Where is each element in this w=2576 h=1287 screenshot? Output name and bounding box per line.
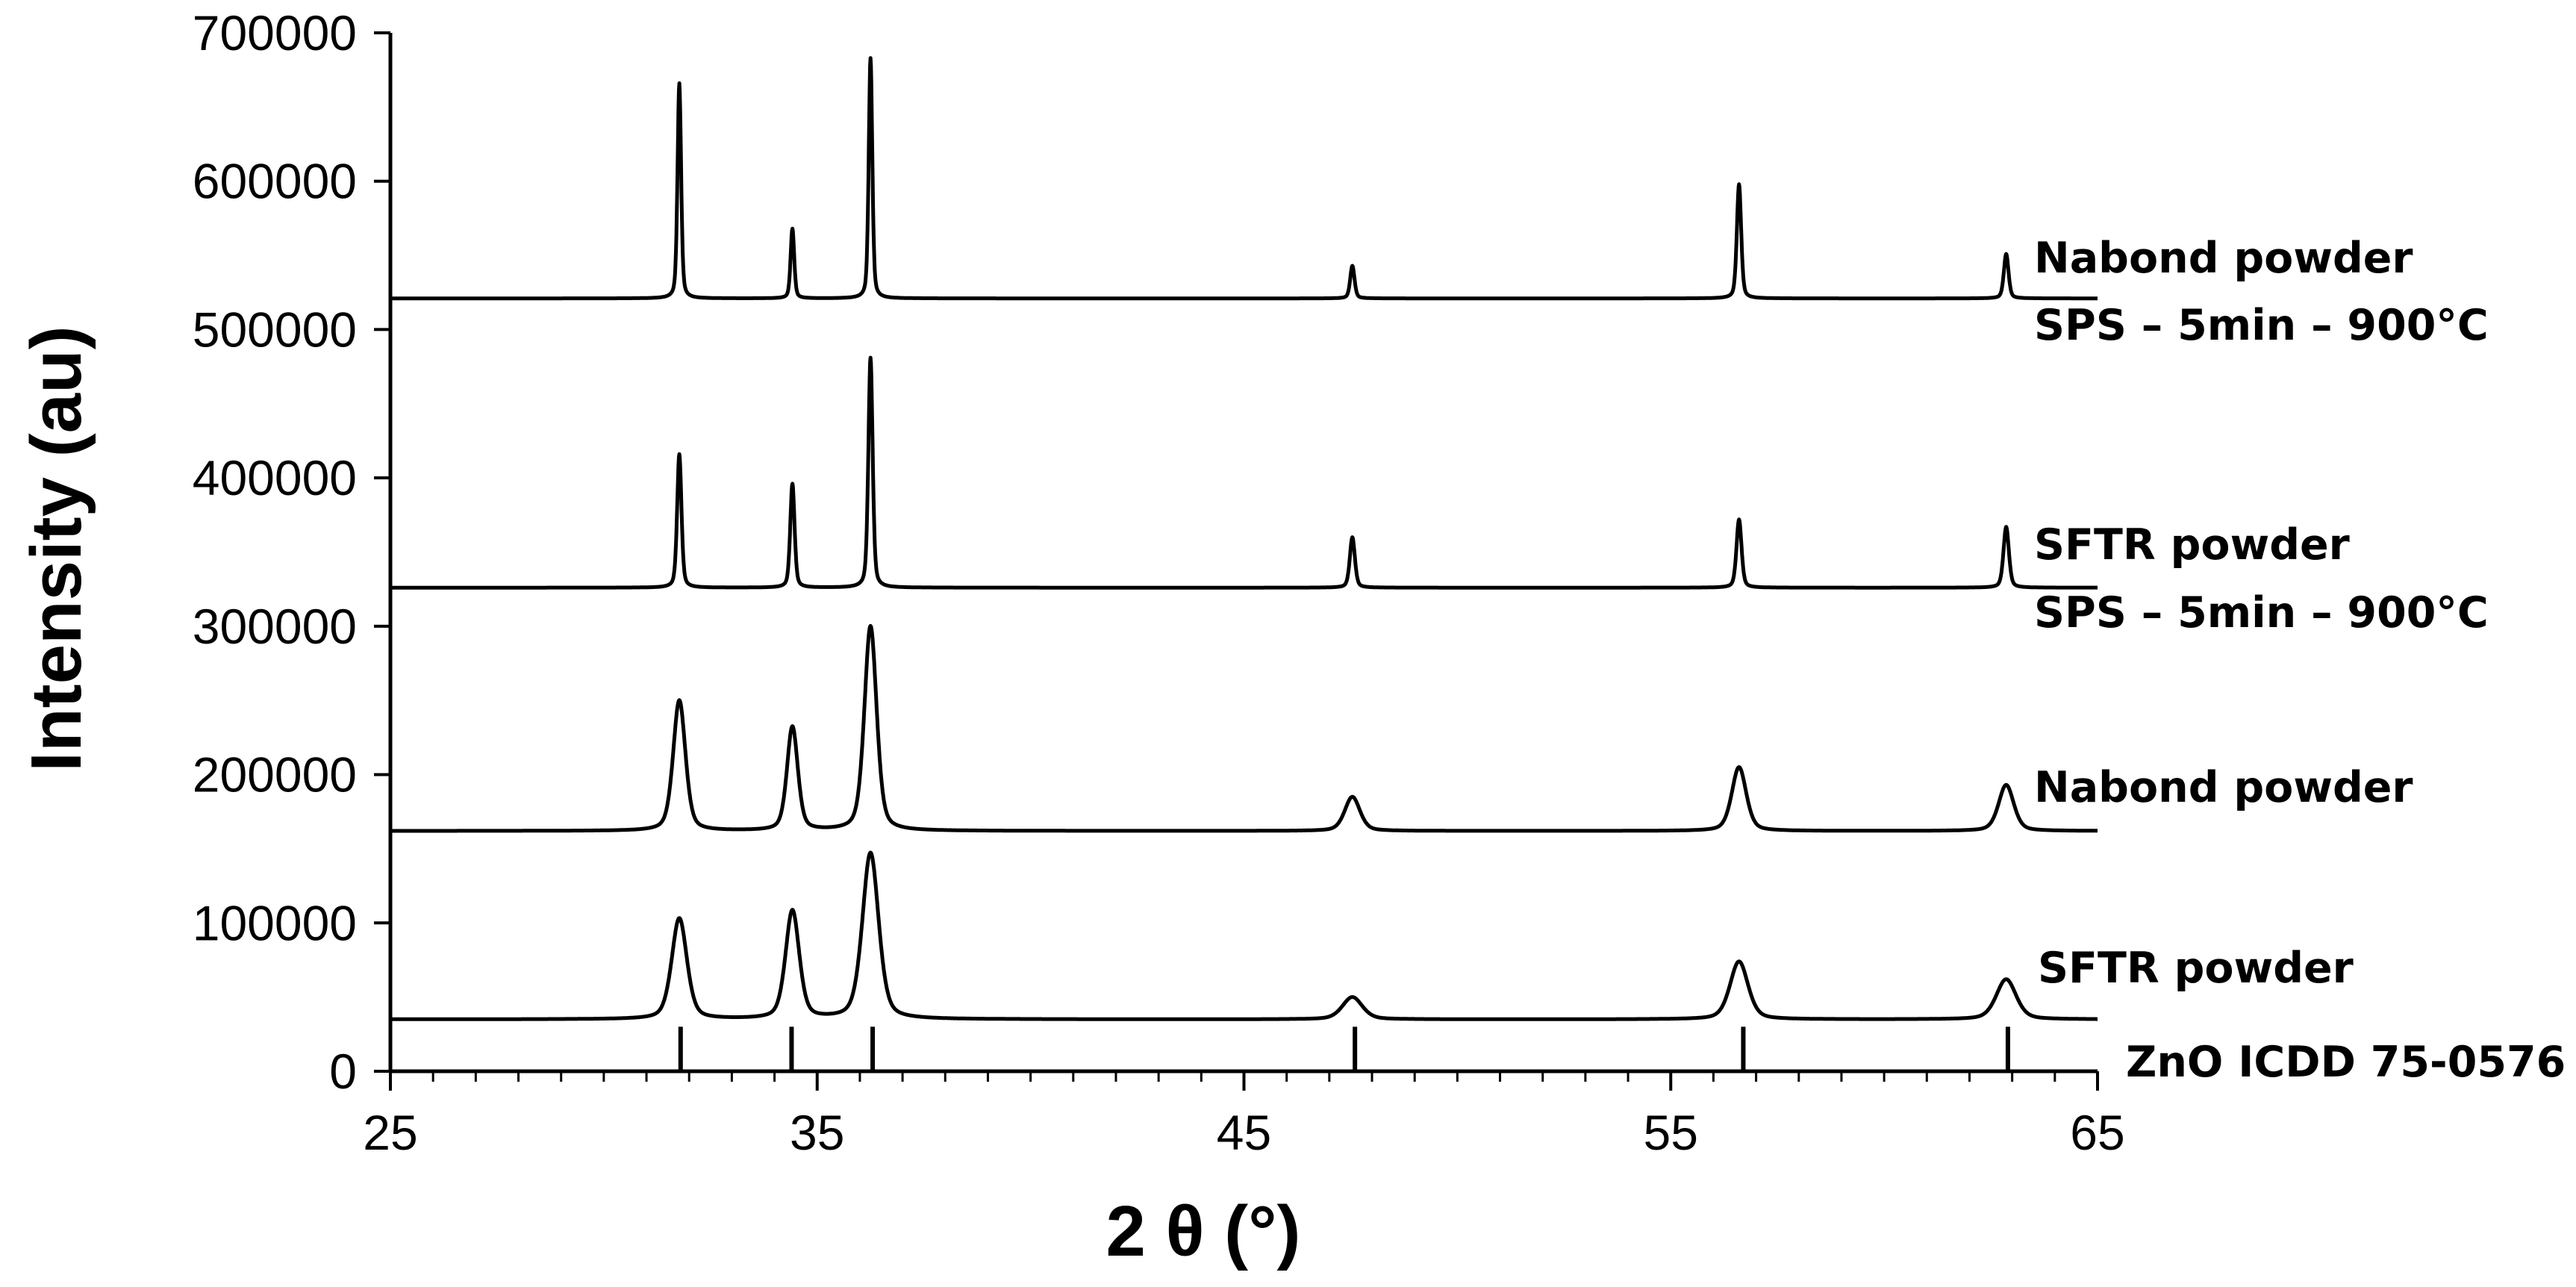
y-tick-label: 400000 bbox=[193, 450, 357, 505]
label-sftr-powder: SFTR powder bbox=[2038, 944, 2354, 993]
x-tick-label: 65 bbox=[2070, 1105, 2124, 1160]
y-tick-label: 100000 bbox=[193, 895, 357, 950]
y-tick-label: 0 bbox=[329, 1044, 357, 1099]
x-tick-label: 45 bbox=[1217, 1105, 1271, 1160]
y-tick-label: 300000 bbox=[193, 599, 357, 654]
label-nabond-sps-line2: SPS – 5min – 900°C bbox=[2034, 301, 2489, 350]
label-nabond-powder: Nabond powder bbox=[2034, 763, 2413, 812]
label-sftr-sps-line1: SFTR powder bbox=[2034, 520, 2350, 570]
xrd-series-line-2 bbox=[389, 623, 2099, 833]
label-reference: ZnO ICDD 75-0576 bbox=[2126, 1038, 2566, 1087]
reference-ticks bbox=[678, 1026, 2010, 1071]
y-tick-label: 500000 bbox=[193, 302, 357, 357]
y-tick-label: 600000 bbox=[193, 154, 357, 209]
y-tick-label: 200000 bbox=[193, 747, 357, 803]
series-lines bbox=[389, 56, 2099, 1021]
x-tick-label: 25 bbox=[363, 1105, 417, 1160]
xrd-series-line-3 bbox=[389, 355, 2099, 590]
label-nabond-sps-line1: Nabond powder bbox=[2034, 234, 2413, 283]
axes: 0 100000 200000 300000 400000 500000 600000 700… bbox=[193, 5, 2125, 1160]
xrd-series-line-1 bbox=[389, 850, 2099, 1021]
x-axis-title: 2 θ (°) bbox=[1106, 1191, 1301, 1271]
y-tick-label: 700000 bbox=[193, 5, 357, 60]
xrd-series-line-4 bbox=[389, 56, 2099, 301]
series-labels: ZnO ICDD 75-0576 SFTR powder Nabond powd… bbox=[2034, 234, 2566, 1087]
label-sftr-sps-line2: SPS – 5min – 900°C bbox=[2034, 588, 2489, 638]
x-tick-label: 55 bbox=[1644, 1105, 1698, 1160]
y-axis-title: Intensity (au) bbox=[16, 325, 96, 771]
x-tick-label: 35 bbox=[790, 1105, 844, 1160]
